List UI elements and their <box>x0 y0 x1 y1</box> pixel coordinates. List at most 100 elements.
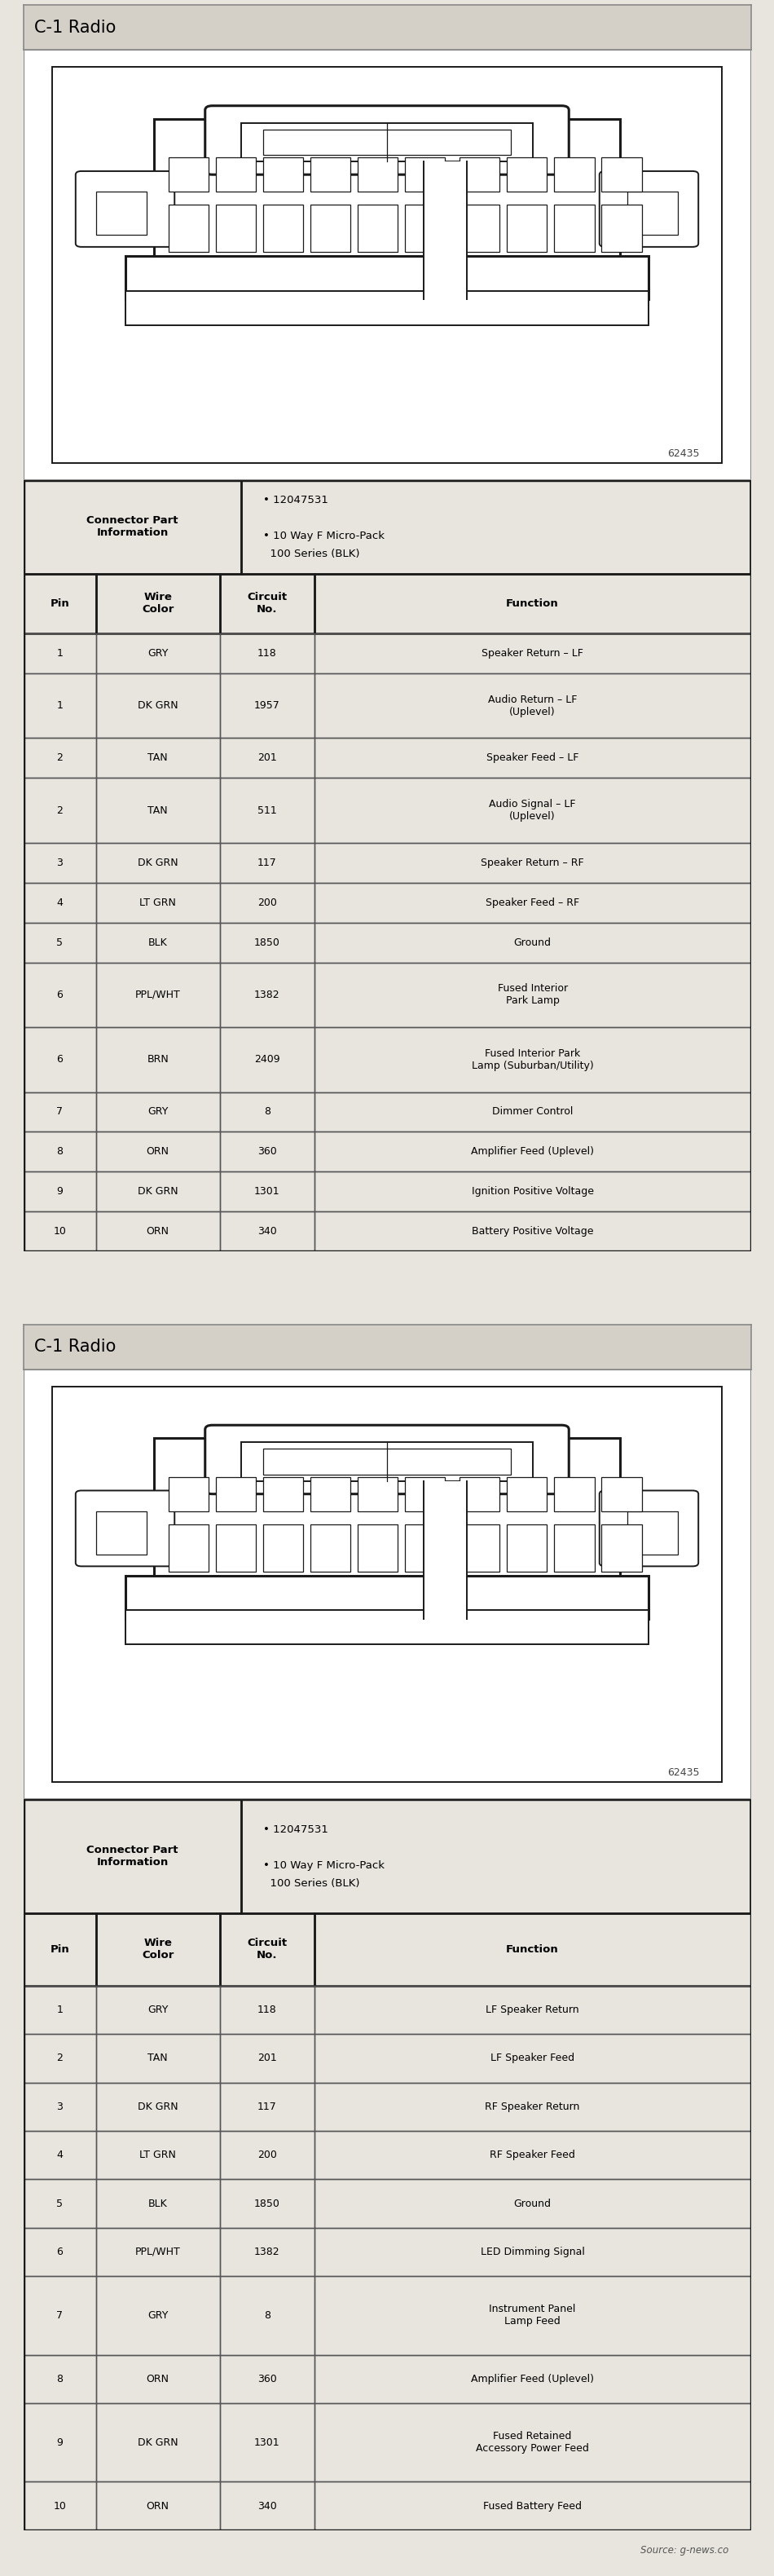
Text: Instrument Panel
Lamp Feed: Instrument Panel Lamp Feed <box>489 2303 576 2326</box>
Bar <box>314 963 751 1028</box>
Bar <box>23 884 96 922</box>
Bar <box>23 2354 96 2403</box>
Bar <box>314 2130 751 2179</box>
Bar <box>423 162 467 317</box>
Text: 10: 10 <box>53 1226 66 1236</box>
Bar <box>220 1914 314 1986</box>
Text: 8: 8 <box>57 1146 63 1157</box>
Bar <box>314 574 751 634</box>
Bar <box>220 1610 252 1636</box>
Text: 10: 10 <box>53 2501 66 2512</box>
Text: Connector Part
Information: Connector Part Information <box>87 1844 178 1868</box>
Bar <box>216 157 256 191</box>
Bar <box>96 1028 220 1092</box>
Bar <box>173 291 205 317</box>
Bar <box>169 1525 209 1571</box>
Bar <box>507 1476 547 1512</box>
Bar <box>220 1172 314 1211</box>
Bar <box>314 1131 751 1172</box>
Bar <box>23 1801 241 1914</box>
Text: Ground: Ground <box>514 938 551 948</box>
Bar <box>23 963 96 1028</box>
Text: GRY: GRY <box>148 2004 168 2014</box>
Bar <box>173 1610 205 1636</box>
Bar <box>310 204 351 252</box>
Text: 360: 360 <box>257 1146 276 1157</box>
Text: 1382: 1382 <box>254 989 280 999</box>
Text: DK GRN: DK GRN <box>138 701 178 711</box>
Text: TAN: TAN <box>148 2053 168 2063</box>
Bar <box>314 1172 751 1211</box>
Bar <box>96 2130 220 2179</box>
Text: LF Speaker Return: LF Speaker Return <box>486 2004 579 2014</box>
Text: 62435: 62435 <box>668 1767 700 1777</box>
Bar <box>23 739 96 778</box>
FancyBboxPatch shape <box>599 1492 698 1566</box>
Bar <box>96 2481 220 2530</box>
Text: Pin: Pin <box>50 598 70 608</box>
Bar <box>220 1131 314 1172</box>
FancyBboxPatch shape <box>76 1492 175 1566</box>
Bar <box>314 2481 751 2530</box>
Bar <box>358 1525 398 1571</box>
Bar <box>314 2354 751 2403</box>
Bar <box>23 2228 96 2277</box>
Text: Function: Function <box>506 598 559 608</box>
Bar <box>220 2179 314 2228</box>
Text: LF Speaker Feed: LF Speaker Feed <box>491 2053 574 2063</box>
Bar <box>220 1092 314 1131</box>
Bar <box>358 157 398 191</box>
Bar <box>511 1610 543 1636</box>
Bar <box>558 291 591 317</box>
Text: 4: 4 <box>57 2151 63 2161</box>
Bar <box>314 291 347 317</box>
Bar <box>220 842 314 884</box>
Bar <box>23 634 96 672</box>
Text: 1: 1 <box>57 701 63 711</box>
Bar <box>314 1986 751 2035</box>
Bar <box>554 204 594 252</box>
Bar <box>125 258 649 299</box>
Bar <box>241 124 533 162</box>
Text: Audio Return – LF
(Uplevel): Audio Return – LF (Uplevel) <box>488 696 577 716</box>
Bar <box>23 2277 96 2354</box>
Text: BLK: BLK <box>148 2197 167 2208</box>
Bar <box>169 204 209 252</box>
Bar <box>96 963 220 1028</box>
Text: Amplifier Feed (Uplevel): Amplifier Feed (Uplevel) <box>471 2372 594 2385</box>
Text: 201: 201 <box>257 2053 276 2063</box>
Bar <box>314 1211 751 1252</box>
Bar <box>220 1211 314 1252</box>
Text: 1957: 1957 <box>254 701 280 711</box>
Bar <box>125 1610 649 1643</box>
Text: C-1 Radio: C-1 Radio <box>34 1340 116 1355</box>
Text: 6: 6 <box>57 989 63 999</box>
Bar <box>96 672 220 739</box>
Bar <box>406 204 445 252</box>
Text: 201: 201 <box>257 752 276 762</box>
Bar <box>314 634 751 672</box>
Text: 9: 9 <box>57 2437 63 2447</box>
Text: Speaker Return – LF: Speaker Return – LF <box>481 649 584 659</box>
Bar <box>241 1801 751 1914</box>
Text: 3: 3 <box>57 858 63 868</box>
Bar <box>220 291 252 317</box>
Bar <box>96 1914 220 1986</box>
Bar <box>96 634 220 672</box>
Text: 8: 8 <box>264 2311 270 2321</box>
Bar <box>314 1914 751 1986</box>
Bar <box>23 842 96 884</box>
Text: Fused Interior Park
Lamp (Suburban/Utility): Fused Interior Park Lamp (Suburban/Utili… <box>471 1048 594 1072</box>
Bar <box>220 1986 314 2035</box>
Text: ORN: ORN <box>146 2372 170 2385</box>
Bar <box>23 1986 96 2035</box>
Bar <box>220 574 314 634</box>
Text: 9: 9 <box>57 1188 63 1198</box>
Text: 340: 340 <box>257 2501 276 2512</box>
Text: 6: 6 <box>57 1054 63 1064</box>
Bar <box>554 157 594 191</box>
Bar <box>406 1476 445 1512</box>
Bar <box>23 574 96 634</box>
Bar <box>627 1512 678 1553</box>
Bar <box>358 204 398 252</box>
